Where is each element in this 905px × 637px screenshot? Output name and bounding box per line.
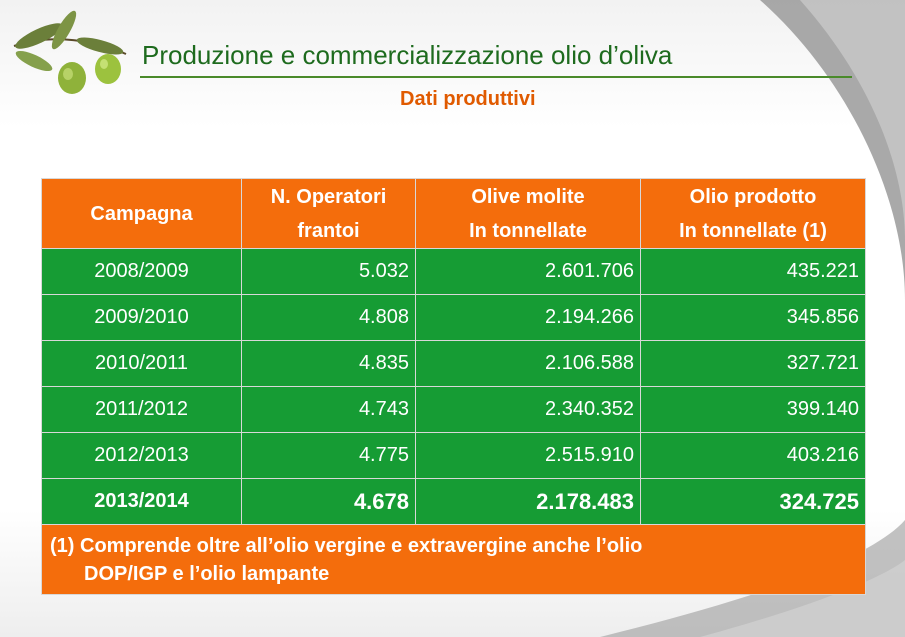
cell-olio: 399.140 — [640, 386, 866, 433]
column-header-operatori: N. Operatori frantoi — [241, 178, 416, 249]
production-table: Campagna N. Operatori frantoi Olive molit… — [41, 178, 866, 595]
cell-operatori: 4.775 — [241, 432, 416, 479]
cell-operatori: 4.808 — [241, 294, 416, 341]
cell-olio: 435.221 — [640, 248, 866, 295]
cell-campagna: 2008/2009 — [41, 248, 242, 295]
cell-operatori: 4.678 — [241, 478, 416, 525]
column-header-campagna: Campagna — [41, 178, 242, 249]
table-header-row: Campagna N. Operatori frantoi Olive molit… — [41, 178, 866, 249]
olive-branch-icon — [13, 10, 127, 94]
table-row: 2011/2012 4.743 2.340.352 399.140 — [41, 386, 866, 433]
page-subtitle: Dati produttivi — [400, 88, 536, 110]
cell-campagna: 2012/2013 — [41, 432, 242, 479]
table-row: 2010/2011 4.835 2.106.588 327.721 — [41, 340, 866, 387]
cell-campagna: 2011/2012 — [41, 386, 242, 433]
cell-olio: 403.216 — [640, 432, 866, 479]
cell-campagna: 2013/2014 — [41, 478, 242, 525]
cell-olive: 2.178.483 — [415, 478, 641, 525]
title-divider — [140, 76, 852, 78]
cell-olive: 2.340.352 — [415, 386, 641, 433]
cell-olive: 2.194.266 — [415, 294, 641, 341]
table-row: 2008/2009 5.032 2.601.706 435.221 — [41, 248, 866, 295]
cell-operatori: 4.743 — [241, 386, 416, 433]
cell-olio: 327.721 — [640, 340, 866, 387]
cell-campagna: 2009/2010 — [41, 294, 242, 341]
table-row: 2012/2013 4.775 2.515.910 403.216 — [41, 432, 866, 479]
cell-olive: 2.515.910 — [415, 432, 641, 479]
table-footnote: (1) Comprende oltre all’olio vergine e e… — [41, 524, 866, 595]
cell-campagna: 2010/2011 — [41, 340, 242, 387]
column-header-olio: Olio prodotto In tonnellate (1) — [640, 178, 866, 249]
table-footnote-row: (1) Comprende oltre all’olio vergine e e… — [41, 524, 866, 595]
cell-olio: 345.856 — [640, 294, 866, 341]
cell-olio: 324.725 — [640, 478, 866, 525]
footnote-line-1: (1) Comprende oltre all’olio vergine e e… — [50, 534, 643, 557]
cell-operatori: 4.835 — [241, 340, 416, 387]
cell-olive: 2.601.706 — [415, 248, 641, 295]
page-title: Produzione e commercializzazione olio d’… — [142, 40, 673, 70]
cell-operatori: 5.032 — [241, 248, 416, 295]
table-row-latest: 2013/2014 4.678 2.178.483 324.725 — [41, 478, 866, 525]
cell-olive: 2.106.588 — [415, 340, 641, 387]
footnote-line-2: DOP/IGP e l’olio lampante — [84, 562, 330, 585]
column-header-olive: Olive molite In tonnellate — [415, 178, 641, 249]
table-row: 2009/2010 4.808 2.194.266 345.856 — [41, 294, 866, 341]
